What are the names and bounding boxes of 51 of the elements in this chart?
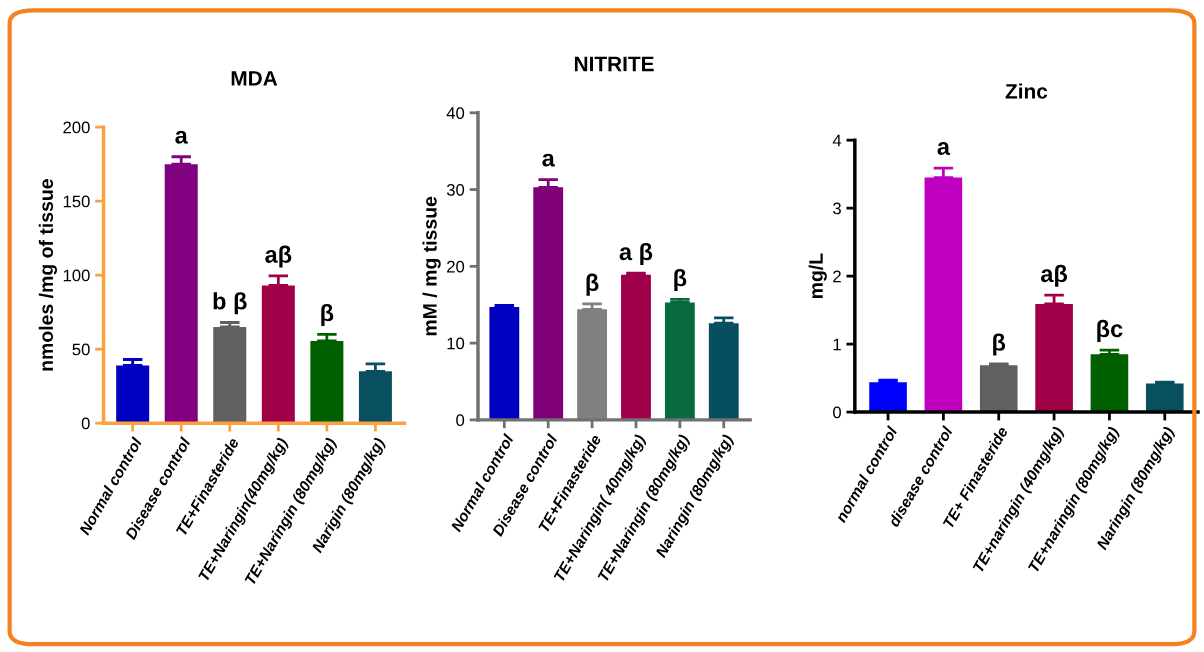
chart-title: NITRITE <box>574 56 654 72</box>
annotation: aβ <box>265 245 292 268</box>
bar <box>116 365 150 424</box>
y-tick-label: 10 <box>447 337 465 350</box>
annotation: a <box>542 153 555 167</box>
annotation: a <box>175 130 188 144</box>
y-tick-label: 200 <box>63 121 90 134</box>
y-tick-label: 3 <box>833 202 841 215</box>
y-tick-label: 1 <box>833 338 841 351</box>
y-axis-title: nmoles /mg of tissue <box>38 179 57 371</box>
bar <box>358 371 392 424</box>
y-axis-title: mM / mg tissue <box>422 196 441 336</box>
annotation: β <box>586 273 599 296</box>
annotation: a β <box>619 242 653 265</box>
y-tick-label: 2 <box>833 270 841 283</box>
annotation: aβ <box>1041 264 1068 287</box>
bar <box>164 164 198 424</box>
y-tick-label: 150 <box>63 195 90 208</box>
bar <box>664 302 695 420</box>
y-tick-label: 0 <box>456 414 465 427</box>
bar <box>1145 383 1184 413</box>
y-tick-label: 40 <box>446 107 465 119</box>
y-tick-label: 20 <box>447 260 465 273</box>
bar <box>1090 354 1129 413</box>
bar <box>869 382 907 413</box>
annotation: β <box>993 333 1006 356</box>
chart-title: MDA <box>231 71 278 86</box>
annotation: β <box>321 304 334 327</box>
y-tick-label: 30 <box>446 183 465 196</box>
bar <box>213 326 247 424</box>
bar <box>708 323 739 420</box>
y-tick-label: 4 <box>832 134 842 147</box>
annotation: a <box>937 142 951 156</box>
annotation: β <box>674 269 687 292</box>
annotation: βc <box>1097 319 1123 342</box>
annotation: b β <box>213 292 247 315</box>
y-tick-label: 50 <box>72 343 90 356</box>
y-tick-label: 0 <box>81 417 90 430</box>
bar <box>261 285 295 424</box>
y-tick-label: 0 <box>833 406 841 419</box>
y-axis-title: mg/L <box>808 253 827 299</box>
bar <box>310 341 344 424</box>
bar <box>924 177 963 413</box>
bar <box>577 309 608 420</box>
chart-title: Zinc <box>1005 83 1048 99</box>
bar <box>533 187 564 420</box>
bar <box>979 365 1018 413</box>
bar <box>489 307 520 420</box>
y-tick-label: 100 <box>63 269 90 282</box>
bar <box>1035 303 1073 413</box>
bar <box>621 274 651 420</box>
